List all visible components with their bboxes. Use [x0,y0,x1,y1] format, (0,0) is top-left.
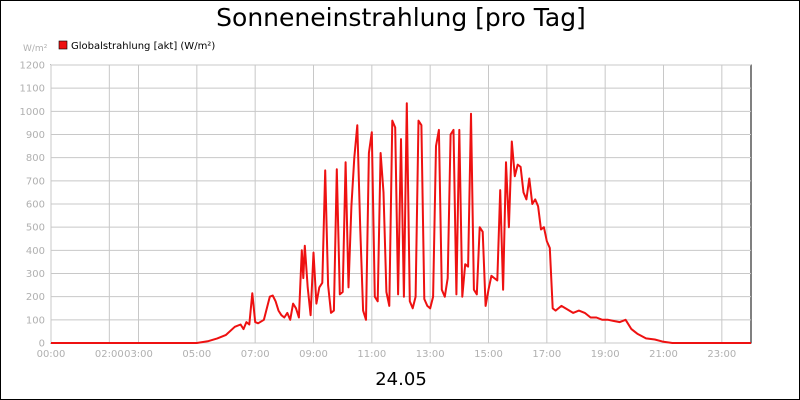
series-line-globalstrahlung [51,102,751,344]
x-tick-label: 05:00 [182,349,211,360]
y-tick-label: 200 [26,292,45,303]
legend-swatch [58,40,68,50]
y-axis-ticks: 0 100 200 300 400 500 600 700 800 900 1000 1100 1200 [20,61,45,350]
y-tick-label: 500 [26,223,45,234]
x-axis-ticks: 00:00 02:00 03:00 05:00 07:00 09:00 11:00 13:00… [37,349,737,360]
y-tick-label: 1000 [20,107,45,118]
y-tick-label: 1100 [20,84,45,95]
x-tick-label: 19:00 [591,349,620,360]
chart-title: Sonneneinstrahlung [pro Tag] [216,3,586,32]
grid-lines [50,64,751,344]
y-tick-label: 1200 [20,61,45,72]
x-tick-label: 00:00 [37,349,66,360]
y-tick-label: 400 [26,246,45,257]
x-tick-label: 03:00 [124,349,153,360]
x-tick-label: 23:00 [707,349,736,360]
legend-entry: Globalstrahlung [akt] (W/m²) [71,41,215,52]
y-tick-label: 100 [26,315,45,326]
x-tick-label: 17:00 [532,349,561,360]
y-axis-unit-label: W/m² [23,44,48,54]
x-tick-label: 21:00 [649,349,678,360]
x-tick-label: 15:00 [474,349,503,360]
x-tick-label: 07:00 [241,349,270,360]
x-tick-label: 11:00 [357,349,386,360]
y-tick-label: 700 [26,176,45,187]
legend: Globalstrahlung [akt] (W/m²) [58,40,215,52]
x-tick-label: 13:00 [416,349,445,360]
y-tick-label: 300 [26,269,45,280]
x-tick-label: 09:00 [299,349,328,360]
y-tick-label: 900 [26,130,45,141]
x-axis-date-label: 24.05 [375,369,427,390]
x-tick-label: 02:00 [95,349,124,360]
y-tick-label: 600 [26,200,45,211]
y-tick-label: 0 [39,339,45,350]
y-tick-label: 800 [26,153,45,164]
